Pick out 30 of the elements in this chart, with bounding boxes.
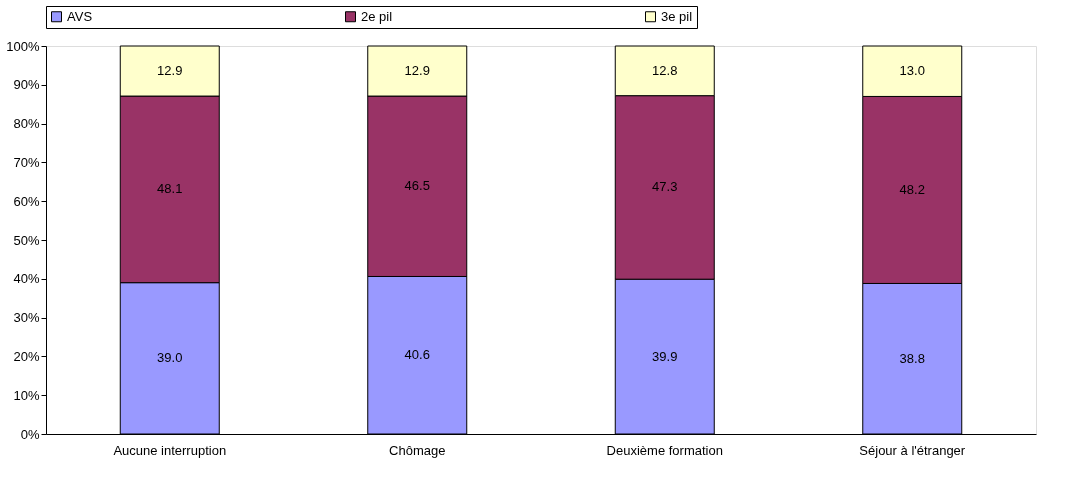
x-tick-label: Séjour à l'étranger — [859, 442, 966, 458]
y-tick-label: 40% — [13, 271, 40, 287]
y-tick-label: 70% — [13, 154, 40, 170]
y-tick-label: 0% — [20, 426, 40, 442]
data-label: 38.8 — [899, 350, 925, 366]
legend-label: 2e pil — [361, 8, 393, 24]
y-tick-label: 10% — [13, 387, 40, 403]
x-tick-label: Aucune interruption — [113, 442, 227, 458]
data-label: 40.6 — [404, 347, 430, 363]
y-tick-label: 100% — [6, 38, 40, 54]
x-tick-label: Chômage — [389, 442, 446, 458]
data-label: 48.2 — [899, 181, 925, 197]
legend-label: 3e pil — [661, 8, 693, 24]
data-label: 39.9 — [652, 348, 678, 364]
x-tick-label: Deuxième formation — [606, 442, 723, 458]
data-label: 13.0 — [899, 63, 925, 79]
y-tick-label: 60% — [13, 193, 40, 209]
data-label: 12.9 — [157, 63, 183, 79]
data-label: 48.1 — [157, 181, 183, 197]
data-label: 39.0 — [157, 350, 183, 366]
y-tick-label: 50% — [13, 232, 40, 248]
data-label: 46.5 — [404, 178, 430, 194]
legend-label: AVS — [67, 8, 93, 24]
y-tick-label: 30% — [13, 310, 40, 326]
data-label: 12.9 — [404, 63, 430, 79]
data-label: 47.3 — [652, 179, 678, 195]
y-tick-label: 90% — [13, 77, 40, 93]
data-label: 12.8 — [652, 62, 678, 78]
y-tick-label: 80% — [13, 116, 40, 132]
y-tick-label: 20% — [13, 348, 40, 364]
